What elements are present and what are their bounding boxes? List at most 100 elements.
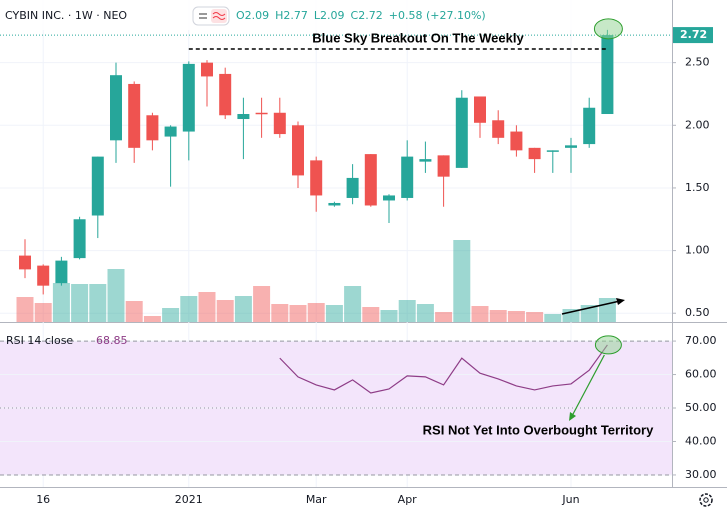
candle-body [219,73,232,116]
candle-body [419,159,432,162]
y-tick-label: 2.50 [685,56,710,69]
volume-bar [34,303,52,322]
candle-body [182,63,195,132]
indicator-toggle[interactable] [192,6,230,26]
ohlc-value: +0.58 (+27.10%) [389,9,486,22]
y-tick-label: 1.00 [685,244,710,257]
candle-body [528,147,541,160]
candle-body [55,260,68,284]
y-tick-label: 70.00 [685,334,717,347]
volume-bar [271,304,289,322]
volume-bar [253,286,271,322]
candle-body [546,150,559,152]
candle-body [583,107,596,145]
volume-bar [598,298,616,322]
gear-icon [699,493,713,507]
volume-bar [198,292,216,322]
y-tick-label: 60.00 [685,368,717,381]
volume-bar [362,307,380,322]
ohlc-value: O2.09 [236,9,269,22]
volume-bar [471,306,489,322]
toggle-icon [212,12,226,20]
volume-arrow [561,300,621,315]
x-tick-label: Apr [398,493,418,506]
volume-bar [416,304,434,322]
volume-bar [289,305,307,322]
candle-body [492,120,505,138]
volume-bar [489,310,507,322]
breakout-annotation: Blue Sky Breakout On The Weekly [312,30,524,45]
candle-body [164,126,177,137]
volume-bar [234,296,252,322]
candle-body [346,177,359,198]
y-tick-label: 40.00 [685,434,717,447]
candle-body [128,83,141,148]
candle-body [255,112,268,115]
candle-body [146,115,159,141]
last-price-label: 2.72 [680,28,707,41]
candle-body [310,160,323,196]
settings-button[interactable] [699,493,713,507]
volume-bar [89,284,107,322]
candle-body [364,154,377,206]
candle-body [601,35,614,115]
volume-bar [526,312,544,322]
header-bg [0,0,672,30]
volume-bar [453,240,471,322]
volume-bar [325,305,343,322]
candle-body [19,255,31,270]
candle-body [273,112,286,135]
y-tick-label: 2.00 [685,118,710,131]
candle-body [328,202,341,206]
candle-body [510,131,523,151]
volume-bar [380,310,398,322]
arrow-head [569,412,576,421]
marks-layer [16,28,616,394]
candle-body [383,195,395,201]
x-tick-label: Jun [561,493,579,506]
overlay-layer: CYBIN INC. · 1W · NEO 0.50 1.00 1.50 2.00 2.… [0,0,717,507]
volume-bar [344,286,362,322]
toggle-pill[interactable] [192,6,230,26]
y-tick-label: 0.50 [685,306,710,319]
volume-bar [544,314,562,322]
x-tick-label: Mar [306,493,327,506]
volume-bar [107,269,125,322]
y-tick-label: 1.50 [685,181,710,194]
rsi-title: RSI 14 close [6,334,73,347]
ohlc-value: C2.72 [351,9,383,22]
highlight-circle [594,335,622,355]
toggle-icon [211,9,227,23]
y-tick-label: 50.00 [685,401,717,414]
volume-bar [143,316,161,322]
candle-body [292,125,304,176]
ohlc-value: H2.77 [275,9,308,22]
candle-body [37,265,50,286]
volume-bar [398,300,416,322]
rsi-arrow [571,354,605,417]
candle-body [73,219,86,259]
last-price-tag [673,27,713,44]
x-tick-label: 16 [36,493,50,506]
candle-body [91,156,104,216]
candle-body [110,75,122,141]
volume-bar [507,311,525,322]
chart-title: CYBIN INC. · 1W · NEO [5,9,127,22]
candle-body [437,155,450,177]
gear-icon [703,497,709,503]
volume-bar [307,303,325,322]
ohlc-value: L2.09 [314,9,345,22]
volume-bar [435,312,453,322]
candle-body [201,62,213,77]
volume-bar [71,284,89,322]
volume-bar [162,308,180,322]
candle-body [474,96,486,123]
candle-body [401,156,414,198]
volume-bar [125,301,143,322]
candle-body [455,97,468,168]
highlight-circle [593,18,623,40]
rsi-value: 68.85 [96,334,128,347]
volume-bar [216,300,234,322]
rsi-annotation: RSI Not Yet Into Overbought Territory [423,422,654,437]
